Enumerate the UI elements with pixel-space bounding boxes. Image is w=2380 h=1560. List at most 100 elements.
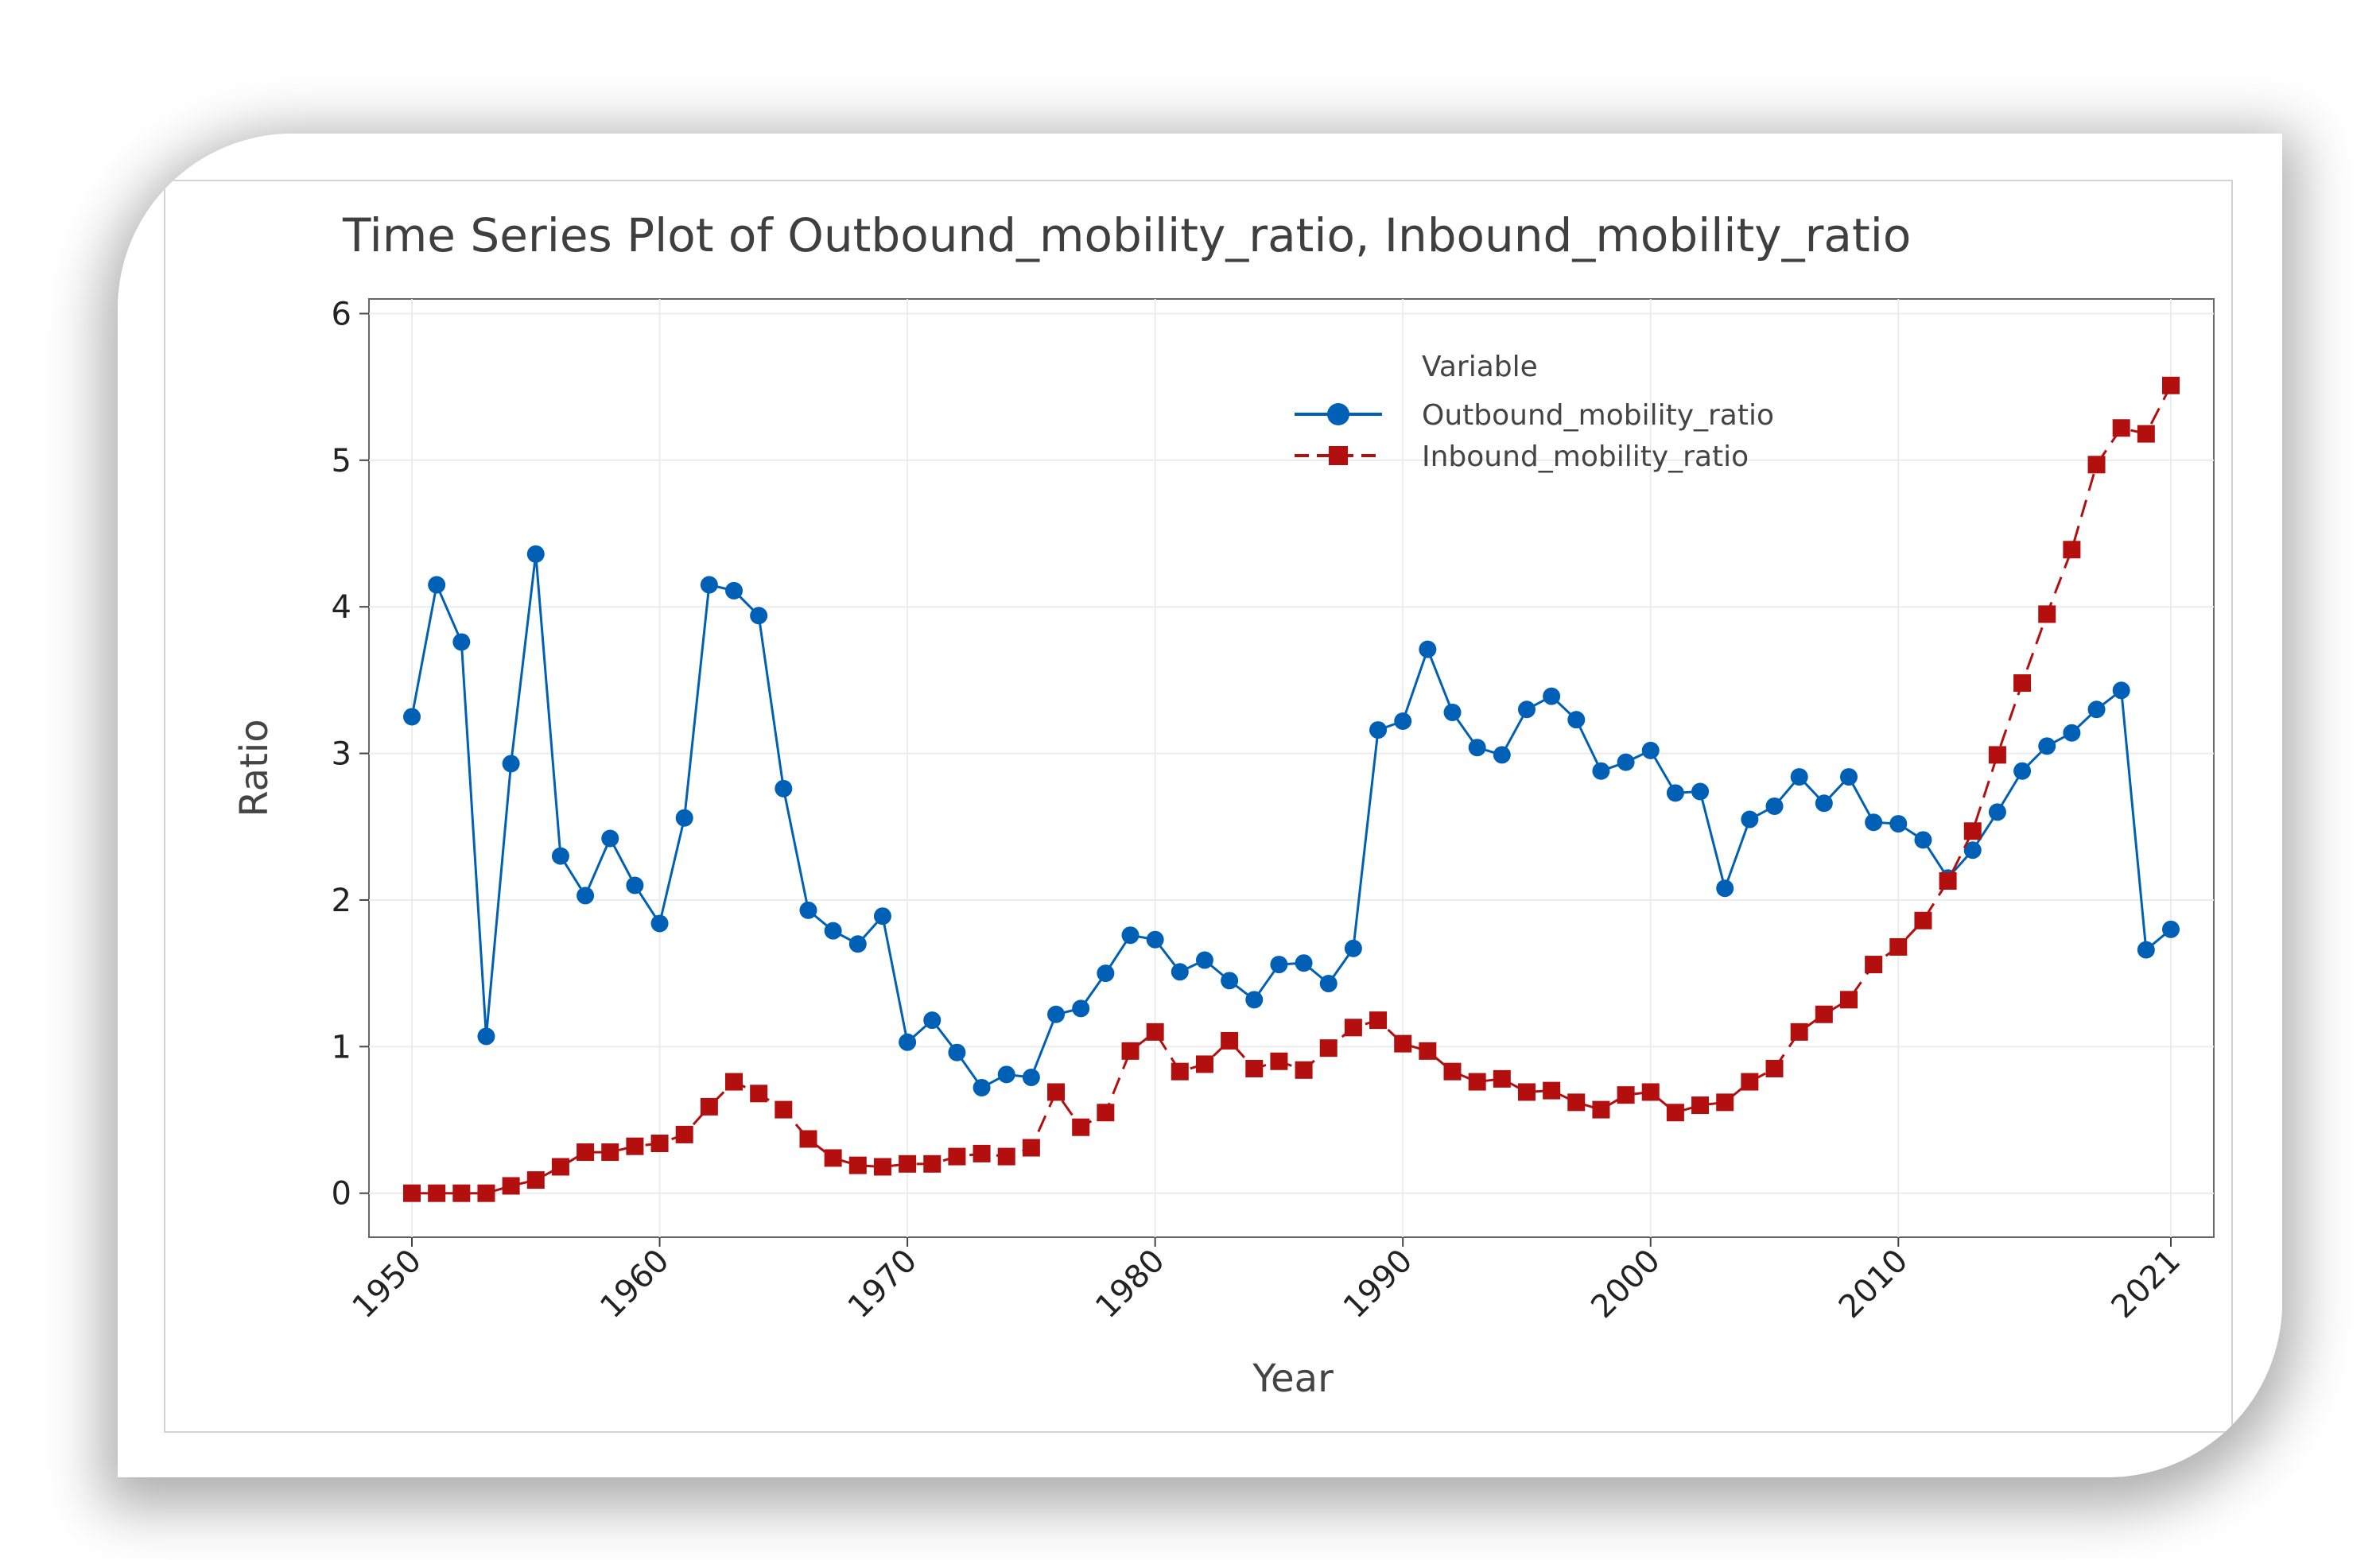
data-point-inbound [502, 1177, 520, 1195]
data-point-outbound [1617, 753, 1635, 771]
data-point-inbound [526, 1171, 545, 1189]
data-point-outbound [750, 607, 768, 625]
data-point-outbound [1493, 746, 1511, 764]
legend-marker-inbound [1329, 446, 1348, 465]
data-point-inbound [2013, 674, 2032, 693]
data-point-outbound [1419, 640, 1437, 658]
data-point-outbound [1889, 815, 1908, 833]
chart-svg: Time Series Plot of Outbound_mobility_ra… [232, 208, 2215, 1401]
y-tick-label: 0 [332, 1176, 351, 1213]
legend: Variable Outbound_mobility_ratio Inbound… [1295, 351, 1774, 473]
data-point-inbound [675, 1125, 693, 1143]
y-tick-label: 2 [332, 883, 351, 919]
data-point-outbound [1369, 721, 1388, 739]
data-point-outbound [1146, 930, 1164, 949]
data-point-inbound [1344, 1019, 1362, 1037]
data-point-inbound [1270, 1052, 1288, 1070]
data-point-inbound [1543, 1081, 1561, 1100]
data-point-inbound [1567, 1093, 1586, 1112]
data-point-outbound [601, 829, 619, 848]
data-point-inbound [700, 1097, 718, 1116]
data-point-inbound [1839, 991, 1858, 1009]
data-point-inbound [799, 1130, 817, 1148]
data-point-outbound [799, 901, 817, 919]
x-tick-label: 1990 [1337, 1243, 1420, 1326]
data-point-inbound [1939, 871, 1957, 890]
data-point-outbound [428, 576, 446, 594]
x-tick-label: 1960 [593, 1243, 677, 1326]
x-tick-label: 2000 [1584, 1243, 1668, 1326]
data-point-outbound [1592, 762, 1610, 780]
data-point-outbound [1716, 879, 1734, 898]
data-point-inbound [1666, 1104, 1684, 1122]
data-point-inbound [1765, 1059, 1784, 1077]
data-point-outbound [1790, 768, 1808, 786]
data-point-inbound [973, 1144, 991, 1162]
data-point-inbound [1245, 1059, 1264, 1077]
data-point-outbound [1543, 687, 1561, 705]
data-point-inbound [1195, 1055, 1213, 1073]
data-point-inbound [601, 1143, 619, 1162]
x-axis-label: Year [1252, 1356, 1334, 1401]
data-point-inbound [923, 1154, 942, 1173]
data-point-outbound [725, 581, 744, 600]
data-point-outbound [1443, 703, 1462, 721]
x-tick-label: 1950 [346, 1243, 429, 1326]
data-point-outbound [899, 1033, 917, 1051]
data-point-inbound [1493, 1069, 1511, 1088]
legend-marker-outbound [1327, 403, 1349, 425]
data-point-inbound [1617, 1086, 1635, 1104]
data-point-inbound [1988, 746, 2006, 764]
data-point-inbound [577, 1143, 595, 1162]
data-point-outbound [502, 755, 520, 773]
data-point-outbound [2063, 724, 2081, 742]
data-point-outbound [1319, 975, 1338, 993]
data-point-outbound [403, 708, 421, 726]
x-tick-label: 1980 [1089, 1243, 1172, 1326]
data-point-outbound [1741, 810, 1759, 829]
x-tick-label: 1970 [841, 1243, 925, 1326]
data-point-inbound [1221, 1031, 1239, 1050]
data-point-outbound [2162, 920, 2180, 938]
data-point-inbound [1146, 1023, 1164, 1041]
data-point-inbound [1295, 1061, 1313, 1079]
data-point-outbound [824, 922, 842, 940]
plot-area [368, 298, 2215, 1238]
data-point-inbound [1319, 1039, 1338, 1057]
x-tick-label: 2010 [1832, 1243, 1916, 1326]
y-tick-label: 4 [332, 589, 351, 626]
data-point-outbound [1914, 831, 1932, 849]
data-point-inbound [997, 1147, 1015, 1166]
data-point-inbound [1517, 1083, 1536, 1101]
data-point-inbound [750, 1085, 768, 1103]
data-point-outbound [650, 914, 669, 933]
data-point-outbound [873, 907, 891, 926]
data-point-inbound [948, 1147, 966, 1166]
data-point-inbound [2038, 605, 2056, 623]
data-point-inbound [1022, 1139, 1040, 1157]
data-point-inbound [1914, 911, 1932, 929]
data-point-outbound [1221, 972, 1239, 990]
data-point-inbound [1047, 1083, 1066, 1101]
data-point-inbound [1815, 1005, 1833, 1023]
legend-label-inbound: Inbound_mobility_ratio [1422, 440, 1749, 473]
data-point-inbound [2063, 541, 2081, 559]
chart-frame: Time Series Plot of Outbound_mobility_ra… [118, 134, 2282, 1477]
data-point-outbound [1517, 700, 1536, 719]
data-point-outbound [551, 847, 569, 865]
data-point-inbound [403, 1184, 421, 1202]
data-point-inbound [2112, 419, 2130, 437]
data-point-inbound [2137, 425, 2155, 443]
data-point-inbound [1072, 1118, 1090, 1136]
data-point-outbound [1245, 991, 1264, 1009]
data-point-outbound [526, 545, 545, 563]
data-point-inbound [1468, 1073, 1486, 1091]
data-point-inbound [551, 1158, 569, 1176]
data-point-outbound [1963, 841, 1982, 860]
data-point-outbound [477, 1027, 495, 1046]
data-point-inbound [1394, 1034, 1412, 1053]
data-point-outbound [1047, 1005, 1066, 1023]
y-tick-label: 3 [332, 736, 351, 773]
data-point-outbound [923, 1011, 942, 1030]
data-point-outbound [1022, 1069, 1040, 1087]
